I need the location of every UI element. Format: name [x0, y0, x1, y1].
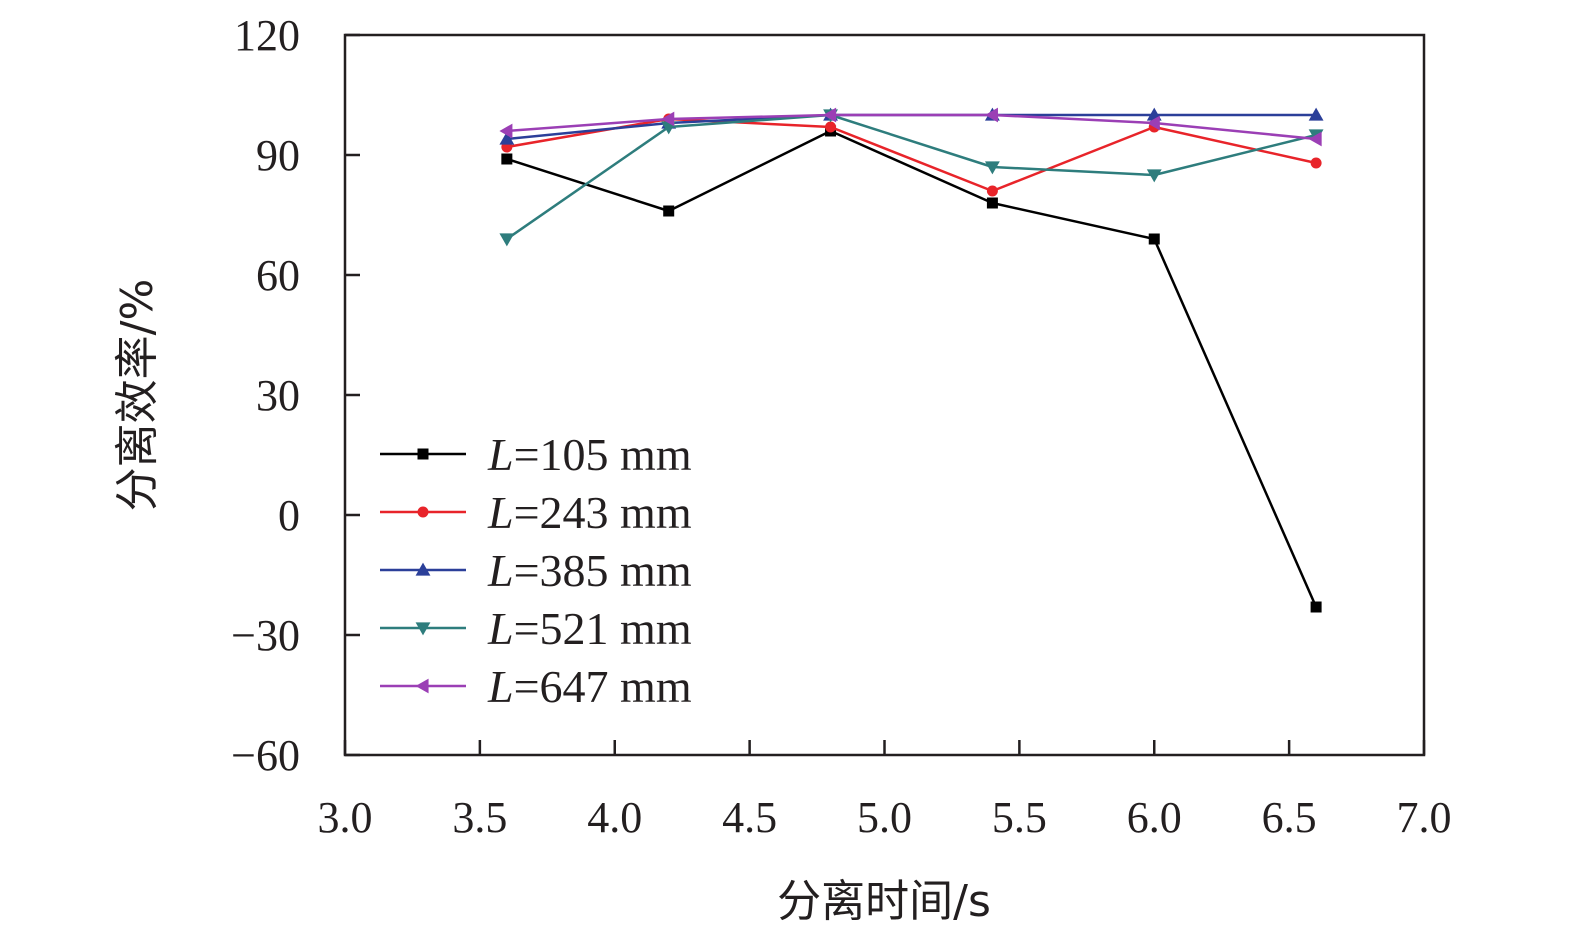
- data-point: [823, 107, 837, 123]
- data-point: [499, 131, 515, 145]
- x-tick-label: 5.5: [992, 793, 1047, 842]
- data-point: [1146, 115, 1160, 131]
- series-line: [506, 113, 1317, 241]
- legend-variable: L: [487, 661, 514, 712]
- data-point: [499, 123, 513, 139]
- legend-item: L=385 mm: [380, 545, 692, 596]
- x-axis-title: 分离时间/s: [777, 876, 991, 927]
- data-point: [1308, 131, 1322, 147]
- x-tick-label: 3.5: [452, 793, 507, 842]
- series-line: [506, 129, 1318, 608]
- x-tick-label: 6.0: [1127, 793, 1182, 842]
- data-point: [1310, 601, 1322, 613]
- legend-item: L=105 mm: [380, 429, 692, 480]
- x-axis: 3.0 3.5 4.0 4.5 5.0 5.5 6.0 6.5 7.0: [318, 740, 1452, 842]
- data-point: [1310, 157, 1322, 169]
- y-tick-label: −30: [231, 611, 300, 660]
- legend-value: =243 mm: [514, 487, 692, 538]
- x-tick-label: 4.5: [722, 793, 777, 842]
- data-point: [1148, 233, 1160, 245]
- data-point: [984, 161, 1000, 175]
- series-1: [501, 113, 1322, 197]
- y-tick-label: 0: [278, 491, 300, 540]
- series-layer: [499, 107, 1324, 613]
- legend-value: =647 mm: [514, 661, 692, 712]
- legend-label: L=243 mm: [487, 487, 692, 538]
- legend-variable: L: [487, 487, 514, 538]
- data-point: [984, 107, 998, 123]
- legend-variable: L: [487, 603, 514, 654]
- series-4: [499, 107, 1322, 147]
- y-tick-label: 60: [256, 251, 300, 300]
- legend-value: =105 mm: [514, 429, 692, 480]
- data-point: [1308, 107, 1324, 121]
- y-axis: −60 −30 0 30 60 90 120: [231, 11, 360, 780]
- y-tick-label: 30: [256, 371, 300, 420]
- legend-item: L=243 mm: [380, 487, 692, 538]
- legend-variable: L: [487, 545, 514, 596]
- legend-item: L=647 mm: [380, 661, 692, 712]
- legend-value: =385 mm: [514, 545, 692, 596]
- legend-label: L=521 mm: [487, 603, 692, 654]
- y-axis-title: 分离效率/%: [112, 279, 163, 512]
- legend-marker: [415, 562, 431, 576]
- x-tick-label: 3.0: [318, 793, 373, 842]
- data-point: [501, 153, 513, 165]
- legend-item: L=521 mm: [380, 603, 692, 654]
- data-point: [1146, 169, 1162, 183]
- series-line: [506, 117, 1317, 193]
- legend-label: L=385 mm: [487, 545, 692, 596]
- data-point: [499, 233, 515, 247]
- series-3: [499, 109, 1324, 247]
- legend-marker: [415, 678, 429, 694]
- legend-marker: [417, 448, 429, 460]
- data-point: [986, 197, 998, 209]
- x-tick-label: 4.0: [587, 793, 642, 842]
- y-tick-label: 120: [234, 11, 300, 60]
- legend: L=105 mmL=243 mmL=385 mmL=521 mmL=647 mm: [380, 429, 692, 712]
- legend-variable: L: [487, 429, 514, 480]
- data-point: [986, 185, 998, 197]
- legend-value: =521 mm: [514, 603, 692, 654]
- x-tick-label: 5.0: [857, 793, 912, 842]
- legend-marker: [415, 622, 431, 636]
- x-tick-label: 6.5: [1262, 793, 1317, 842]
- y-tick-label: 90: [256, 131, 300, 180]
- legend-label: L=105 mm: [487, 429, 692, 480]
- series-line: [506, 113, 1317, 141]
- legend-label: L=647 mm: [487, 661, 692, 712]
- data-point: [663, 205, 675, 217]
- legend-marker: [417, 506, 429, 518]
- data-point: [825, 121, 837, 133]
- y-tick-label: −60: [231, 731, 300, 780]
- x-tick-label: 7.0: [1397, 793, 1452, 842]
- data-point: [661, 111, 675, 127]
- series-0: [501, 125, 1322, 613]
